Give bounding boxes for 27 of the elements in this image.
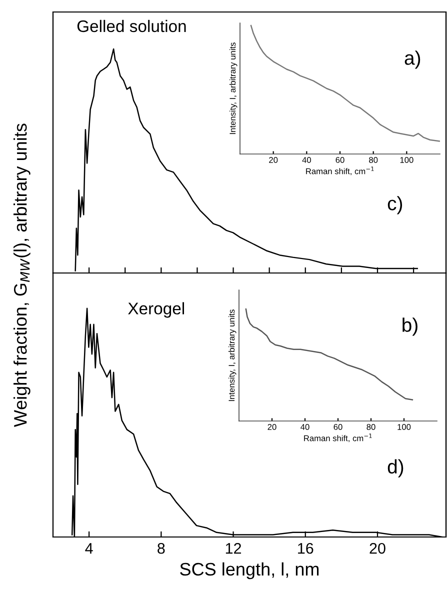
x-tick-label: 20 <box>370 542 386 554</box>
x-tick-label: 80 <box>366 424 376 430</box>
x-tick-label: 12 <box>226 542 242 554</box>
x-tick-label: 20 <box>269 157 278 163</box>
x-tick-label: 16 <box>298 542 314 554</box>
annotation: a) <box>404 50 420 69</box>
annotation: c) <box>388 196 402 214</box>
x-tick-label: 60 <box>336 157 344 163</box>
y-axis-title: Intensity, I, arbitrary units <box>229 42 238 134</box>
text: Gelled solution <box>77 20 186 32</box>
x-tick-label: 8 <box>158 542 165 554</box>
x-tick-label: 100 <box>400 157 414 163</box>
x-axis-title: Raman shift, cm$^{−1}$ <box>304 434 372 442</box>
x-axis-title: Raman shift, cm$^{−1}$ <box>306 166 374 176</box>
x-tick-label: 80 <box>369 157 378 163</box>
x-tick-label: 20 <box>268 424 276 430</box>
x-tick-label: 100 <box>398 424 411 430</box>
x-tick-label: 4 <box>85 543 93 554</box>
x-tick-label: 40 <box>302 157 311 163</box>
annotation: d) <box>388 459 404 478</box>
y-axis-title: Weight fraction, G$_{MW}$(l), arbitrary units <box>14 124 30 427</box>
y-axis-title: Intensity, I, arbitrary units <box>228 310 236 401</box>
annotation: Xerogel <box>128 302 184 318</box>
x-axis-title: SCS length, l, nm <box>180 562 319 580</box>
x-tick-label: 40 <box>300 424 310 430</box>
x-tick-label: 60 <box>334 424 342 430</box>
annotation: b) <box>402 318 418 336</box>
